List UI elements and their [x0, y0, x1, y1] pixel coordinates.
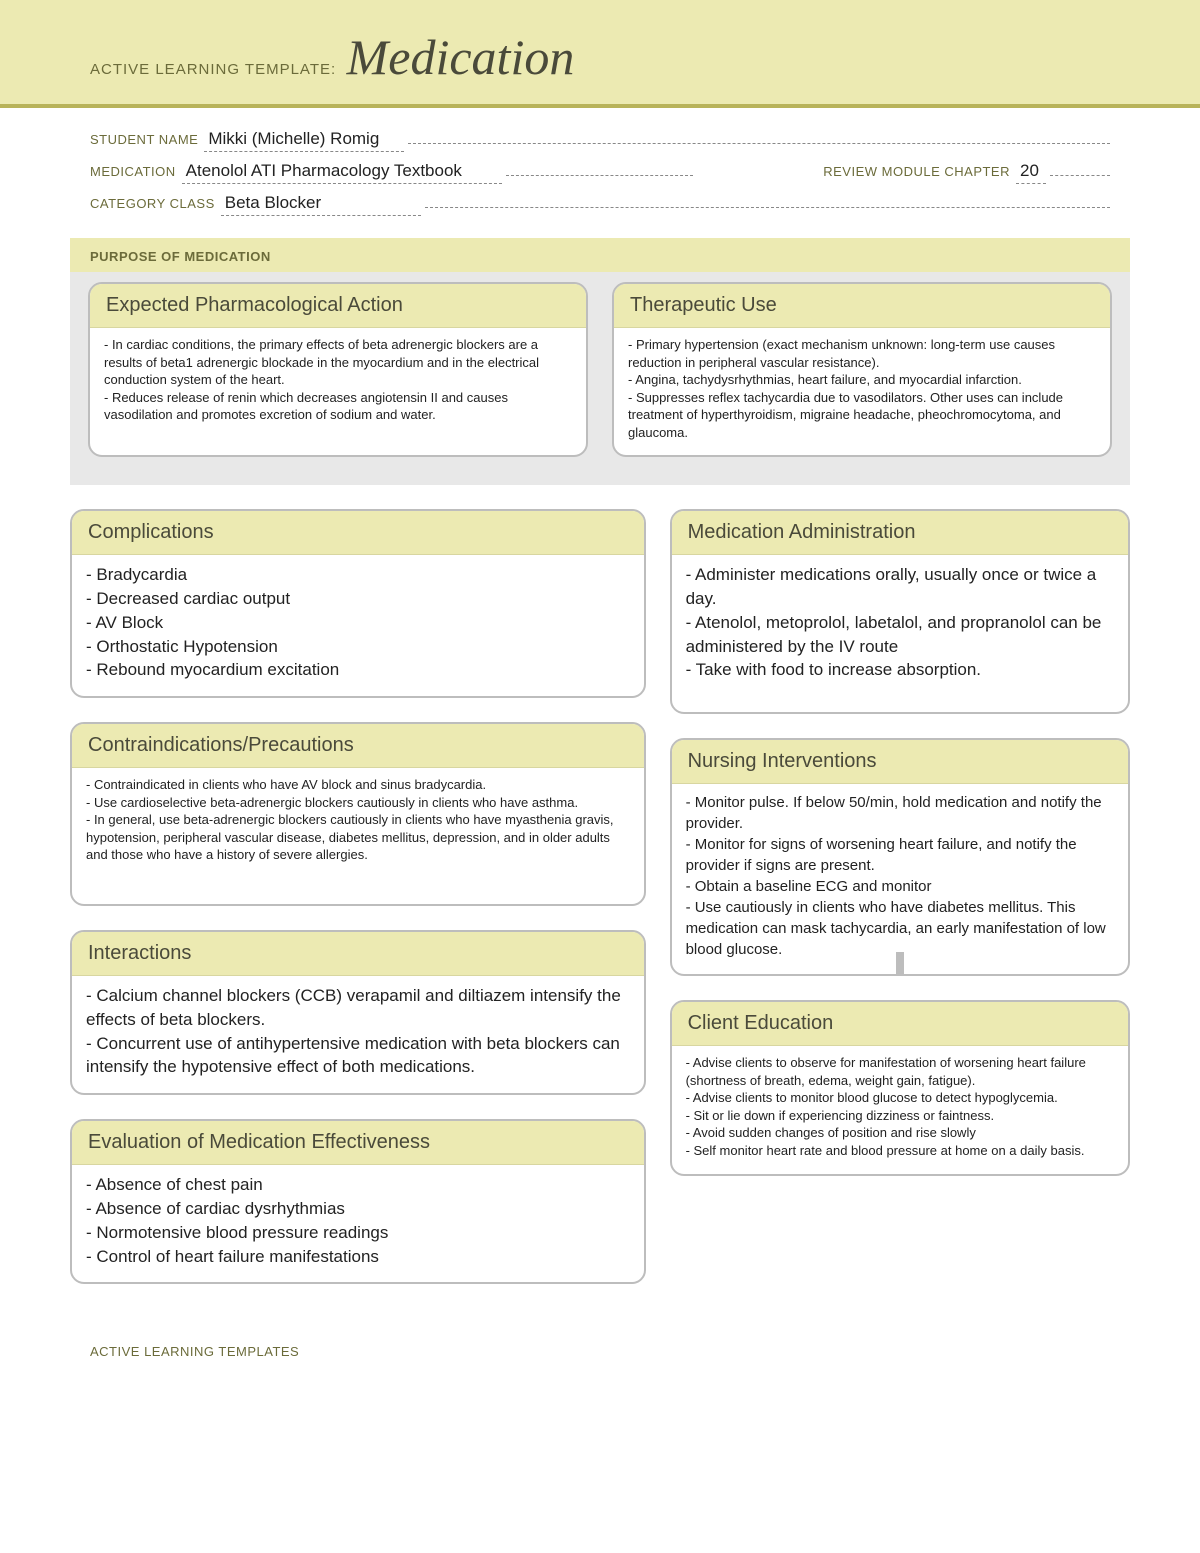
chapter-label: REVIEW MODULE CHAPTER: [823, 164, 1010, 179]
medication-value: Atenolol ATI Pharmacology Textbook: [182, 161, 502, 184]
chapter-value: 20: [1016, 161, 1046, 184]
administration-box: Medication Administration - Administer m…: [670, 509, 1130, 714]
nursing-title: Nursing Interventions: [672, 740, 1128, 784]
pharm-action-box: Expected Pharmacological Action - In car…: [88, 282, 588, 457]
student-name-label: STUDENT NAME: [90, 132, 198, 147]
interactions-body: - Calcium channel blockers (CCB) verapam…: [72, 976, 644, 1093]
therapeutic-box: Therapeutic Use - Primary hypertension (…: [612, 282, 1112, 457]
category-value: Beta Blocker: [221, 193, 421, 216]
evaluation-box: Evaluation of Medication Effectiveness -…: [70, 1119, 646, 1284]
nursing-body: - Monitor pulse. If below 50/min, hold m…: [672, 784, 1128, 974]
therapeutic-body: - Primary hypertension (exact mechanism …: [614, 328, 1110, 455]
category-label: CATEGORY CLASS: [90, 196, 215, 211]
connector: [896, 952, 904, 976]
purpose-boxes: Expected Pharmacological Action - In car…: [70, 272, 1130, 485]
footer-text: ACTIVE LEARNING TEMPLATES: [90, 1344, 1110, 1359]
header-title: Medication: [347, 28, 575, 86]
purpose-bar: PURPOSE OF MEDICATION: [70, 238, 1130, 272]
underline: [408, 128, 1110, 144]
underline: [1050, 160, 1110, 176]
left-column: Complications - Bradycardia - Decreased …: [70, 509, 646, 1284]
evaluation-title: Evaluation of Medication Effectiveness: [72, 1121, 644, 1165]
administration-title: Medication Administration: [672, 511, 1128, 555]
header-band: ACTIVE LEARNING TEMPLATE: Medication: [0, 0, 1200, 108]
right-column: Medication Administration - Administer m…: [670, 509, 1130, 1175]
underline: [506, 160, 693, 176]
contraindications-box: Contraindications/Precautions - Contrain…: [70, 722, 646, 906]
header-prefix: ACTIVE LEARNING TEMPLATE:: [90, 61, 336, 78]
underline: [425, 192, 1110, 208]
education-title: Client Education: [672, 1002, 1128, 1046]
content-grid: Complications - Bradycardia - Decreased …: [70, 509, 1130, 1284]
education-body: - Advise clients to observe for manifest…: [672, 1046, 1128, 1173]
meta-section: STUDENT NAME Mikki (Michelle) Romig MEDI…: [0, 108, 1200, 238]
medication-label: MEDICATION: [90, 164, 176, 179]
interactions-box: Interactions - Calcium channel blockers …: [70, 930, 646, 1095]
therapeutic-title: Therapeutic Use: [614, 284, 1110, 328]
evaluation-body: - Absence of chest pain - Absence of car…: [72, 1165, 644, 1282]
pharm-action-body: - In cardiac conditions, the primary eff…: [90, 328, 586, 438]
purpose-label: PURPOSE OF MEDICATION: [90, 249, 271, 264]
page: ACTIVE LEARNING TEMPLATE: Medication STU…: [0, 0, 1200, 1399]
student-name-value: Mikki (Michelle) Romig: [204, 129, 404, 152]
nursing-box: Nursing Interventions - Monitor pulse. I…: [670, 738, 1130, 976]
complications-title: Complications: [72, 511, 644, 555]
education-box: Client Education - Advise clients to obs…: [670, 1000, 1130, 1175]
complications-box: Complications - Bradycardia - Decreased …: [70, 509, 646, 698]
administration-body: - Administer medications orally, usually…: [672, 555, 1128, 712]
pharm-action-title: Expected Pharmacological Action: [90, 284, 586, 328]
interactions-title: Interactions: [72, 932, 644, 976]
contraindications-body: - Contraindicated in clients who have AV…: [72, 768, 644, 904]
contraindications-title: Contraindications/Precautions: [72, 724, 644, 768]
complications-body: - Bradycardia - Decreased cardiac output…: [72, 555, 644, 696]
